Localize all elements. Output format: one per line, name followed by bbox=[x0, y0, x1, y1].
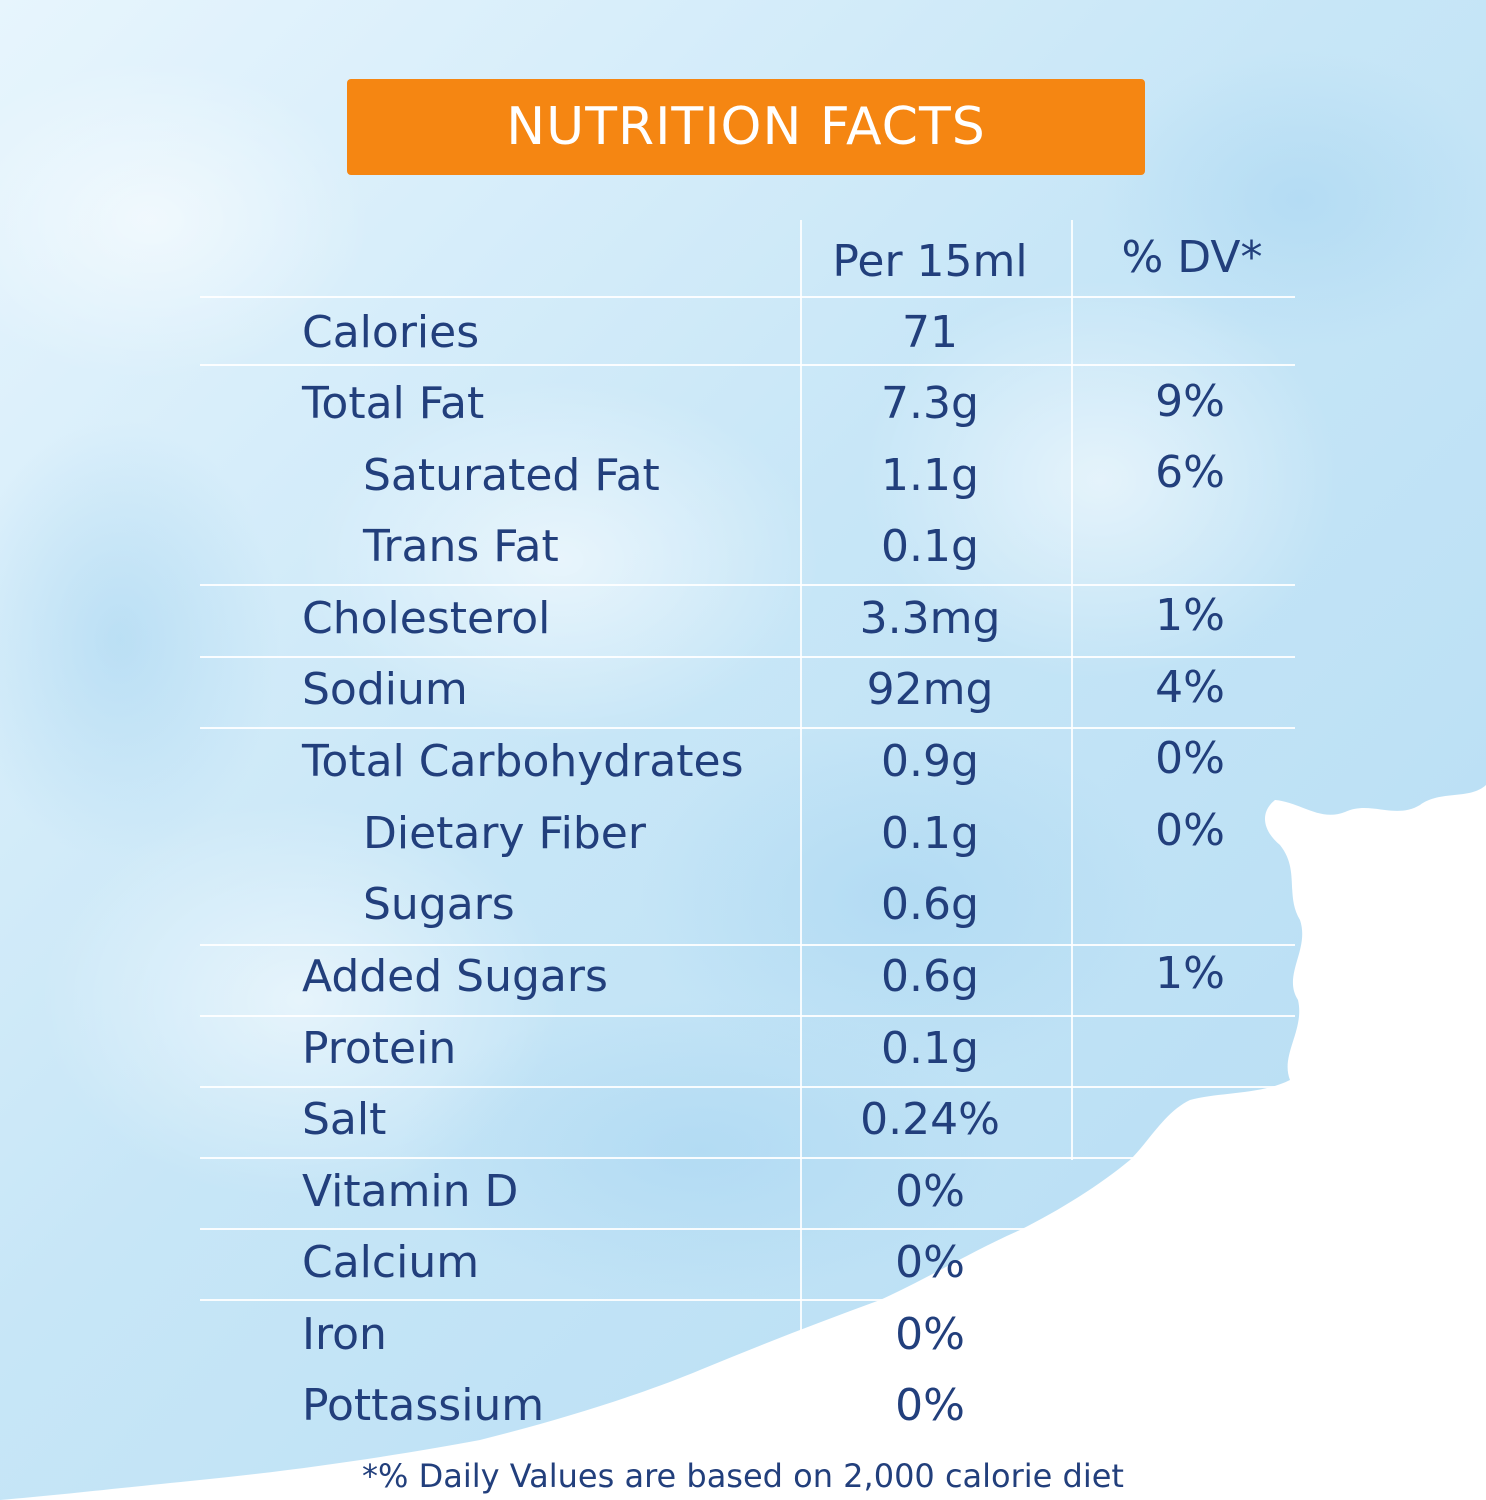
nutrient-dv-saturated-fat: 6% bbox=[1155, 447, 1225, 498]
nutrient-name-cholesterol: Cholesterol bbox=[302, 593, 551, 644]
nutrient-name-dietary-fiber: Dietary Fiber bbox=[363, 808, 646, 859]
row-divider bbox=[200, 656, 1295, 658]
nutrient-dv-added-sugars: 1% bbox=[1155, 948, 1225, 999]
nutrient-value-saturated-fat: 1.1g bbox=[881, 450, 979, 501]
row-divider bbox=[200, 944, 1295, 946]
nutrient-name-added-sugars: Added Sugars bbox=[302, 951, 608, 1002]
banner-title: NUTRITION FACTS bbox=[506, 97, 986, 157]
nutrient-name-pottassium: Pottassium bbox=[302, 1380, 545, 1431]
nutrient-value-added-sugars: 0.6g bbox=[881, 951, 979, 1002]
nutrient-name-vitamin-d: Vitamin D bbox=[302, 1166, 519, 1217]
nutrient-value-pottassium: 0% bbox=[895, 1380, 965, 1431]
column-header-dv: % DV* bbox=[1121, 232, 1263, 283]
row-divider bbox=[200, 727, 1295, 729]
nutrient-name-iron: Iron bbox=[302, 1309, 387, 1360]
column-divider-dv bbox=[1071, 220, 1073, 1160]
row-divider bbox=[200, 364, 1295, 366]
row-divider bbox=[200, 1228, 1295, 1230]
nutrient-name-total-fat: Total Fat bbox=[302, 378, 485, 429]
nutrient-value-total-fat: 7.3g bbox=[881, 378, 979, 429]
nutrient-dv-total-carbohydrates: 0% bbox=[1155, 733, 1225, 784]
nutrient-name-sodium: Sodium bbox=[302, 664, 468, 715]
daily-value-footnote: *% Daily Values are based on 2,000 calor… bbox=[362, 1457, 1124, 1495]
row-divider bbox=[200, 584, 1295, 586]
nutrient-name-sugars: Sugars bbox=[363, 879, 515, 930]
column-divider-per bbox=[800, 220, 802, 1460]
nutrient-value-total-carbohydrates: 0.9g bbox=[881, 736, 979, 787]
nutrient-value-sugars: 0.6g bbox=[881, 879, 979, 930]
nutrient-name-protein: Protein bbox=[302, 1023, 457, 1074]
nutrient-value-salt: 0.24% bbox=[860, 1094, 1000, 1145]
nutrient-value-calcium: 0% bbox=[895, 1237, 965, 1288]
nutrient-value-dietary-fiber: 0.1g bbox=[881, 808, 979, 859]
nutrient-value-trans-fat: 0.1g bbox=[881, 521, 979, 572]
row-divider bbox=[200, 296, 1295, 298]
row-divider bbox=[200, 1299, 1295, 1301]
nutrient-name-salt: Salt bbox=[302, 1094, 387, 1145]
column-header-per: Per 15ml bbox=[832, 236, 1028, 287]
row-divider bbox=[200, 1015, 1295, 1017]
nutrient-dv-sodium: 4% bbox=[1155, 662, 1225, 713]
nutrient-name-trans-fat: Trans Fat bbox=[363, 521, 559, 572]
nutrient-name-calories: Calories bbox=[302, 307, 480, 358]
nutrition-facts-banner: NUTRITION FACTS bbox=[347, 79, 1145, 175]
nutrient-value-protein: 0.1g bbox=[881, 1023, 979, 1074]
nutrient-value-sodium: 92mg bbox=[866, 664, 994, 715]
row-divider bbox=[200, 1086, 1295, 1088]
nutrient-value-iron: 0% bbox=[895, 1309, 965, 1360]
nutrient-name-calcium: Calcium bbox=[302, 1237, 480, 1288]
nutrient-dv-total-fat: 9% bbox=[1155, 376, 1225, 427]
nutrient-value-vitamin-d: 0% bbox=[895, 1166, 965, 1217]
nutrient-value-cholesterol: 3.3mg bbox=[859, 593, 1001, 644]
nutrient-name-saturated-fat: Saturated Fat bbox=[363, 450, 660, 501]
nutrient-value-calories: 71 bbox=[902, 307, 958, 358]
nutrient-dv-cholesterol: 1% bbox=[1155, 590, 1225, 641]
row-divider bbox=[200, 1157, 1295, 1159]
nutrient-dv-dietary-fiber: 0% bbox=[1155, 805, 1225, 856]
nutrient-name-total-carbohydrates: Total Carbohydrates bbox=[302, 736, 744, 787]
